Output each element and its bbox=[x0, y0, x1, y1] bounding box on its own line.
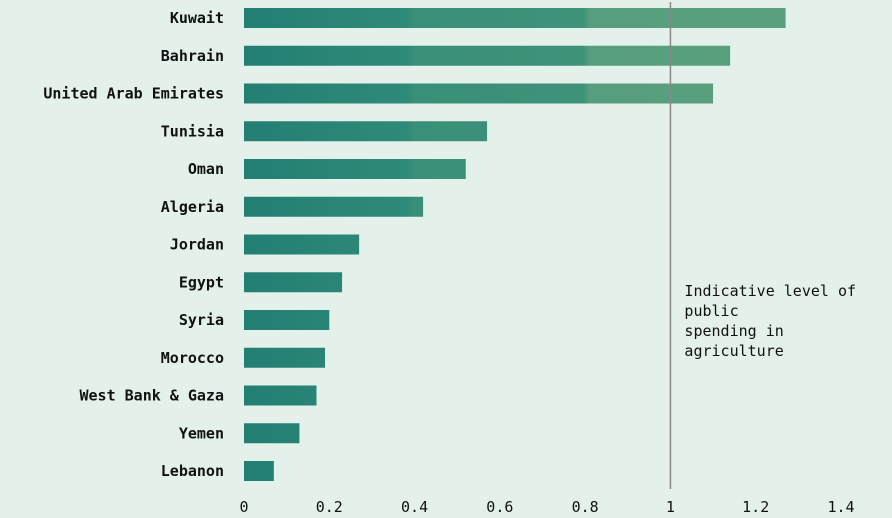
x-tick-label: 1.4 bbox=[827, 498, 854, 516]
bars-group bbox=[244, 8, 786, 481]
x-tick-label: 1 bbox=[666, 498, 675, 516]
category-label: United Arab Emirates bbox=[43, 85, 224, 103]
category-label: Syria bbox=[179, 311, 224, 329]
category-label: Jordan bbox=[170, 236, 224, 254]
x-tick-labels: 0 0.2 0.4 0.6 0.8 1 1.2 1.4 bbox=[239, 498, 854, 516]
category-label: Oman bbox=[188, 160, 224, 178]
category-labels: Kuwait Bahrain United Arab Emirates Tunisia… bbox=[43, 9, 224, 480]
x-tick-label: 0 bbox=[239, 498, 248, 516]
bar-0 bbox=[244, 8, 786, 28]
category-label: Morocco bbox=[161, 349, 224, 367]
annotation-line: spending in bbox=[684, 322, 783, 340]
x-tick-label: 0.4 bbox=[401, 498, 428, 516]
bar-8 bbox=[244, 310, 330, 330]
bar-6 bbox=[244, 234, 360, 255]
bar-10 bbox=[244, 385, 317, 406]
bar-2 bbox=[244, 83, 714, 104]
x-tick-label: 1.2 bbox=[742, 498, 769, 516]
category-label: Egypt bbox=[179, 273, 224, 291]
category-label: Lebanon bbox=[161, 462, 224, 480]
category-label: Kuwait bbox=[170, 9, 224, 27]
category-label: Tunisia bbox=[161, 122, 224, 140]
bar-7 bbox=[244, 272, 343, 293]
bar-3 bbox=[244, 121, 488, 142]
annotation-line: Indicative level of bbox=[684, 282, 856, 300]
bar-12 bbox=[244, 461, 274, 481]
category-label: West Bank & Gaza bbox=[80, 387, 225, 405]
category-label: Bahrain bbox=[161, 47, 224, 65]
annotation-line: public bbox=[684, 302, 738, 320]
x-tick-label: 0.2 bbox=[316, 498, 343, 516]
bar-1 bbox=[244, 45, 731, 66]
category-label: Algeria bbox=[161, 198, 224, 216]
bar-9 bbox=[244, 347, 326, 368]
x-tick-label: 0.6 bbox=[486, 498, 513, 516]
category-label: Yemen bbox=[179, 424, 224, 442]
annotation-text: Indicative level of public spending in agri… bbox=[684, 282, 856, 360]
x-tick-label: 0.8 bbox=[572, 498, 599, 516]
bar-4 bbox=[244, 159, 466, 179]
annotation-line: agriculture bbox=[684, 342, 783, 360]
bar-11 bbox=[244, 423, 300, 444]
bar-5 bbox=[244, 196, 424, 217]
